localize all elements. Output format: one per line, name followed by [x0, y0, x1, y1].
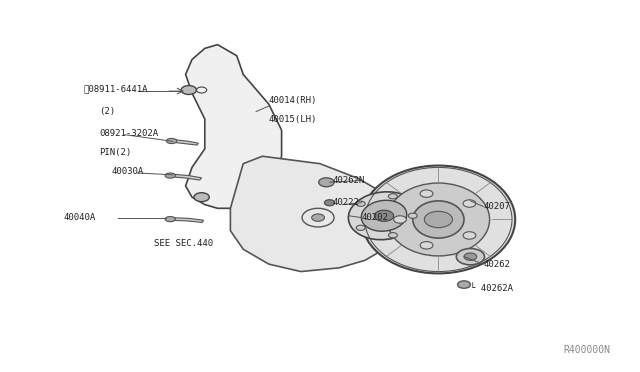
Ellipse shape — [166, 138, 177, 144]
Text: 40207: 40207 — [483, 202, 510, 211]
Polygon shape — [403, 201, 438, 238]
Circle shape — [408, 213, 417, 218]
Circle shape — [424, 211, 452, 228]
Circle shape — [394, 216, 406, 223]
Ellipse shape — [165, 173, 175, 178]
Ellipse shape — [413, 201, 464, 238]
Ellipse shape — [319, 178, 334, 187]
Circle shape — [181, 86, 196, 94]
Text: 08921-3202A: 08921-3202A — [99, 129, 158, 138]
Text: 40040A: 40040A — [64, 213, 96, 222]
Circle shape — [420, 190, 433, 198]
Text: 40015(LH): 40015(LH) — [269, 115, 317, 124]
Circle shape — [463, 200, 476, 207]
Text: 40014(RH): 40014(RH) — [269, 96, 317, 105]
Text: 40202: 40202 — [362, 213, 388, 222]
Ellipse shape — [165, 217, 175, 222]
Ellipse shape — [362, 166, 515, 273]
Circle shape — [374, 210, 394, 221]
Polygon shape — [172, 140, 198, 145]
Text: ⓝ08911-6441A: ⓝ08911-6441A — [83, 85, 148, 94]
Circle shape — [420, 241, 433, 249]
Polygon shape — [230, 156, 397, 272]
Polygon shape — [170, 174, 202, 180]
Text: └ 40262A: └ 40262A — [470, 284, 513, 293]
Text: 40262: 40262 — [483, 260, 510, 269]
Polygon shape — [170, 218, 204, 222]
Circle shape — [388, 232, 397, 238]
Circle shape — [356, 225, 365, 230]
Circle shape — [324, 200, 335, 206]
Text: 40030A: 40030A — [112, 167, 144, 176]
Circle shape — [388, 194, 397, 199]
Circle shape — [356, 201, 365, 206]
Ellipse shape — [361, 200, 407, 231]
Text: R400000N: R400000N — [563, 345, 610, 355]
Text: 40262N: 40262N — [333, 176, 365, 185]
Text: 40222: 40222 — [333, 198, 360, 207]
Text: PIN(2): PIN(2) — [99, 148, 131, 157]
Ellipse shape — [348, 192, 420, 240]
Ellipse shape — [464, 253, 477, 260]
Circle shape — [463, 232, 476, 239]
Circle shape — [312, 214, 324, 221]
Ellipse shape — [458, 281, 470, 288]
Ellipse shape — [456, 248, 484, 265]
Circle shape — [194, 193, 209, 202]
Text: SEE SEC.440: SEE SEC.440 — [154, 239, 212, 248]
Polygon shape — [186, 45, 282, 208]
Text: (2): (2) — [99, 107, 115, 116]
Ellipse shape — [387, 183, 490, 256]
